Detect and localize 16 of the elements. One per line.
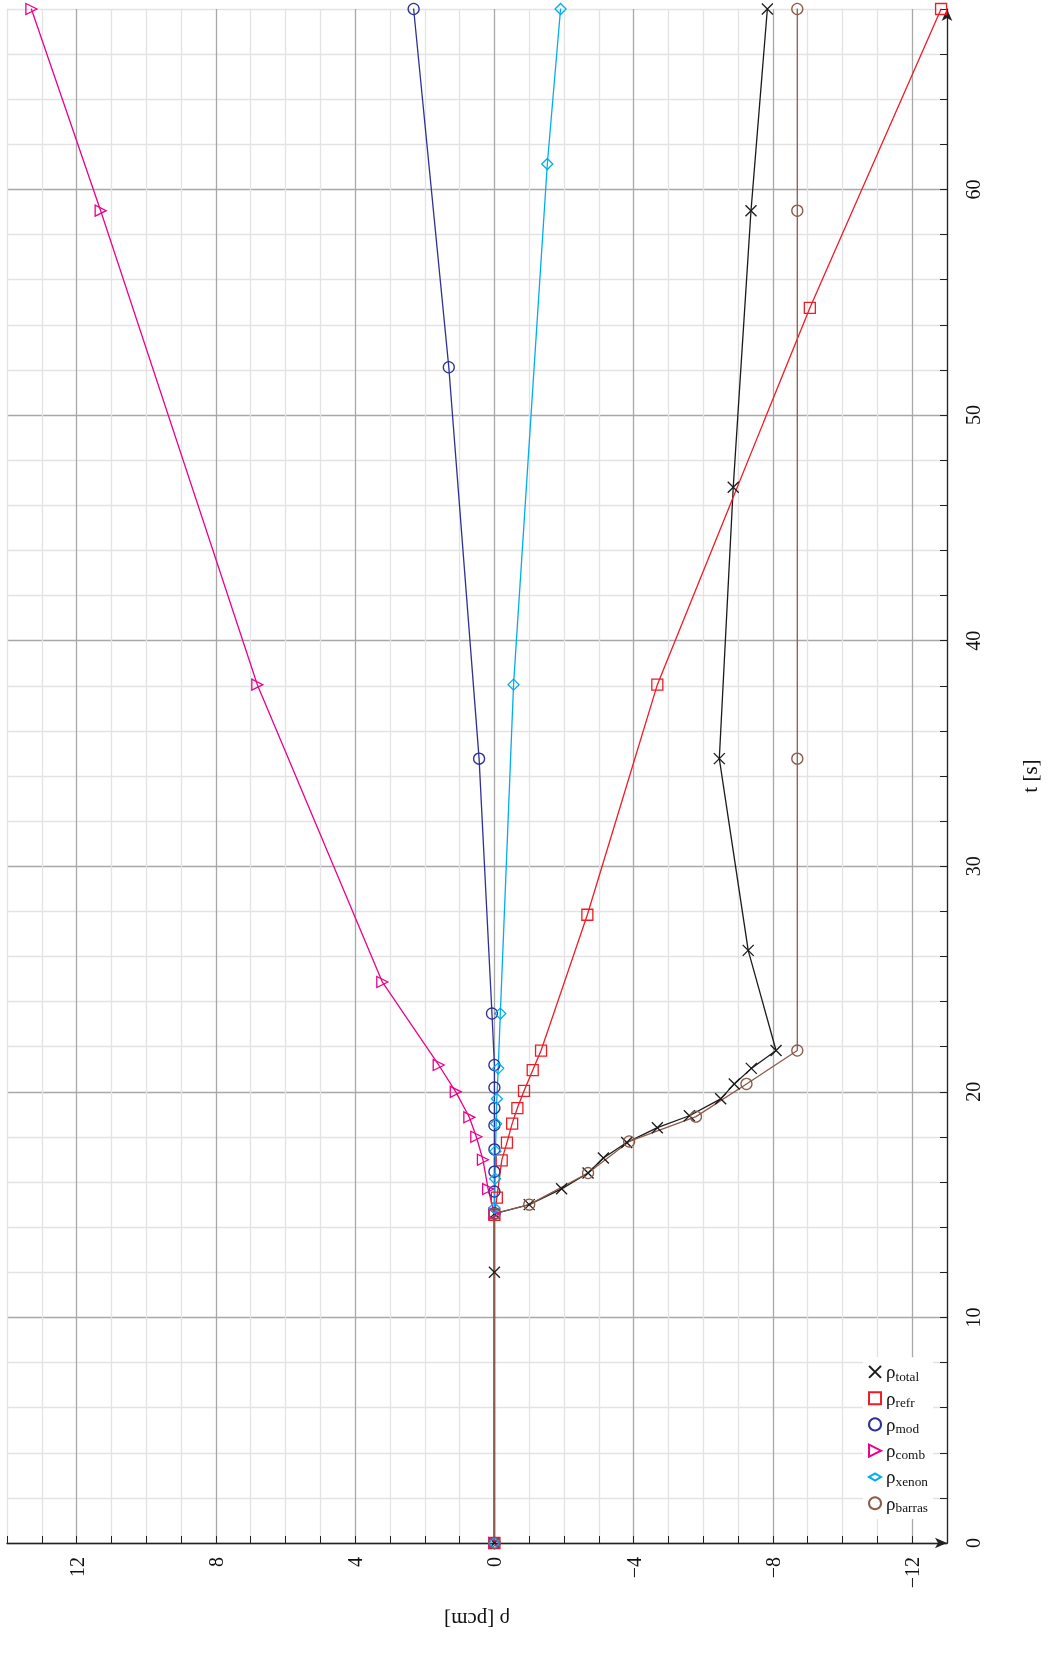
x-tick-label: −4 [622, 1557, 645, 1579]
y-tick-label: 50 [962, 405, 984, 426]
x-tick-label: 4 [344, 1557, 367, 1567]
x-tick-label: 8 [204, 1557, 227, 1567]
x-tick-label: −12 [901, 1557, 924, 1589]
y-axis-title: t [s] [1017, 759, 1042, 793]
y-tick-label: 30 [962, 856, 984, 877]
y-tick-label: 60 [962, 179, 984, 200]
x-tick-label: 0 [483, 1557, 506, 1567]
x-tick-label: −8 [761, 1557, 784, 1579]
y-tick-label: 0 [962, 1538, 984, 1548]
y-tick-label: 10 [962, 1307, 984, 1328]
x-axis-title: ρ [pcm] [444, 1607, 510, 1632]
y-tick-label: 20 [962, 1081, 984, 1102]
y-tick-label: 40 [962, 630, 984, 651]
x-tick-label: 12 [65, 1557, 88, 1577]
